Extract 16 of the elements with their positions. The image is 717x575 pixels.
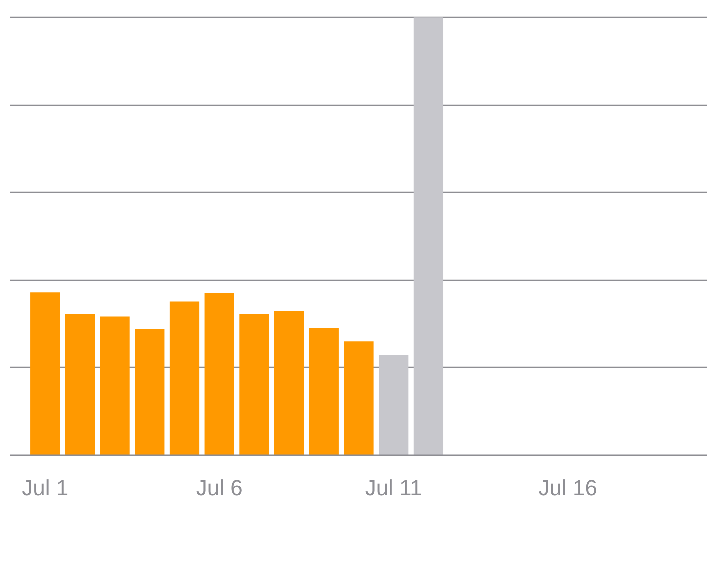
bar [309, 328, 339, 456]
bar [379, 355, 409, 456]
bar [414, 18, 444, 456]
bar [344, 342, 374, 456]
x-tick-label: Jul 6 [196, 476, 243, 500]
bar [30, 292, 60, 456]
x-tick-label: Jul 11 [365, 476, 422, 500]
x-tick-label: Jul 16 [538, 476, 598, 500]
bar [170, 302, 200, 456]
bar [100, 316, 130, 456]
bar [274, 311, 304, 456]
bar [135, 328, 165, 456]
x-tick-label: Jul 1 [22, 476, 69, 500]
bar [65, 314, 96, 456]
bar [240, 314, 270, 456]
bar [204, 293, 234, 456]
